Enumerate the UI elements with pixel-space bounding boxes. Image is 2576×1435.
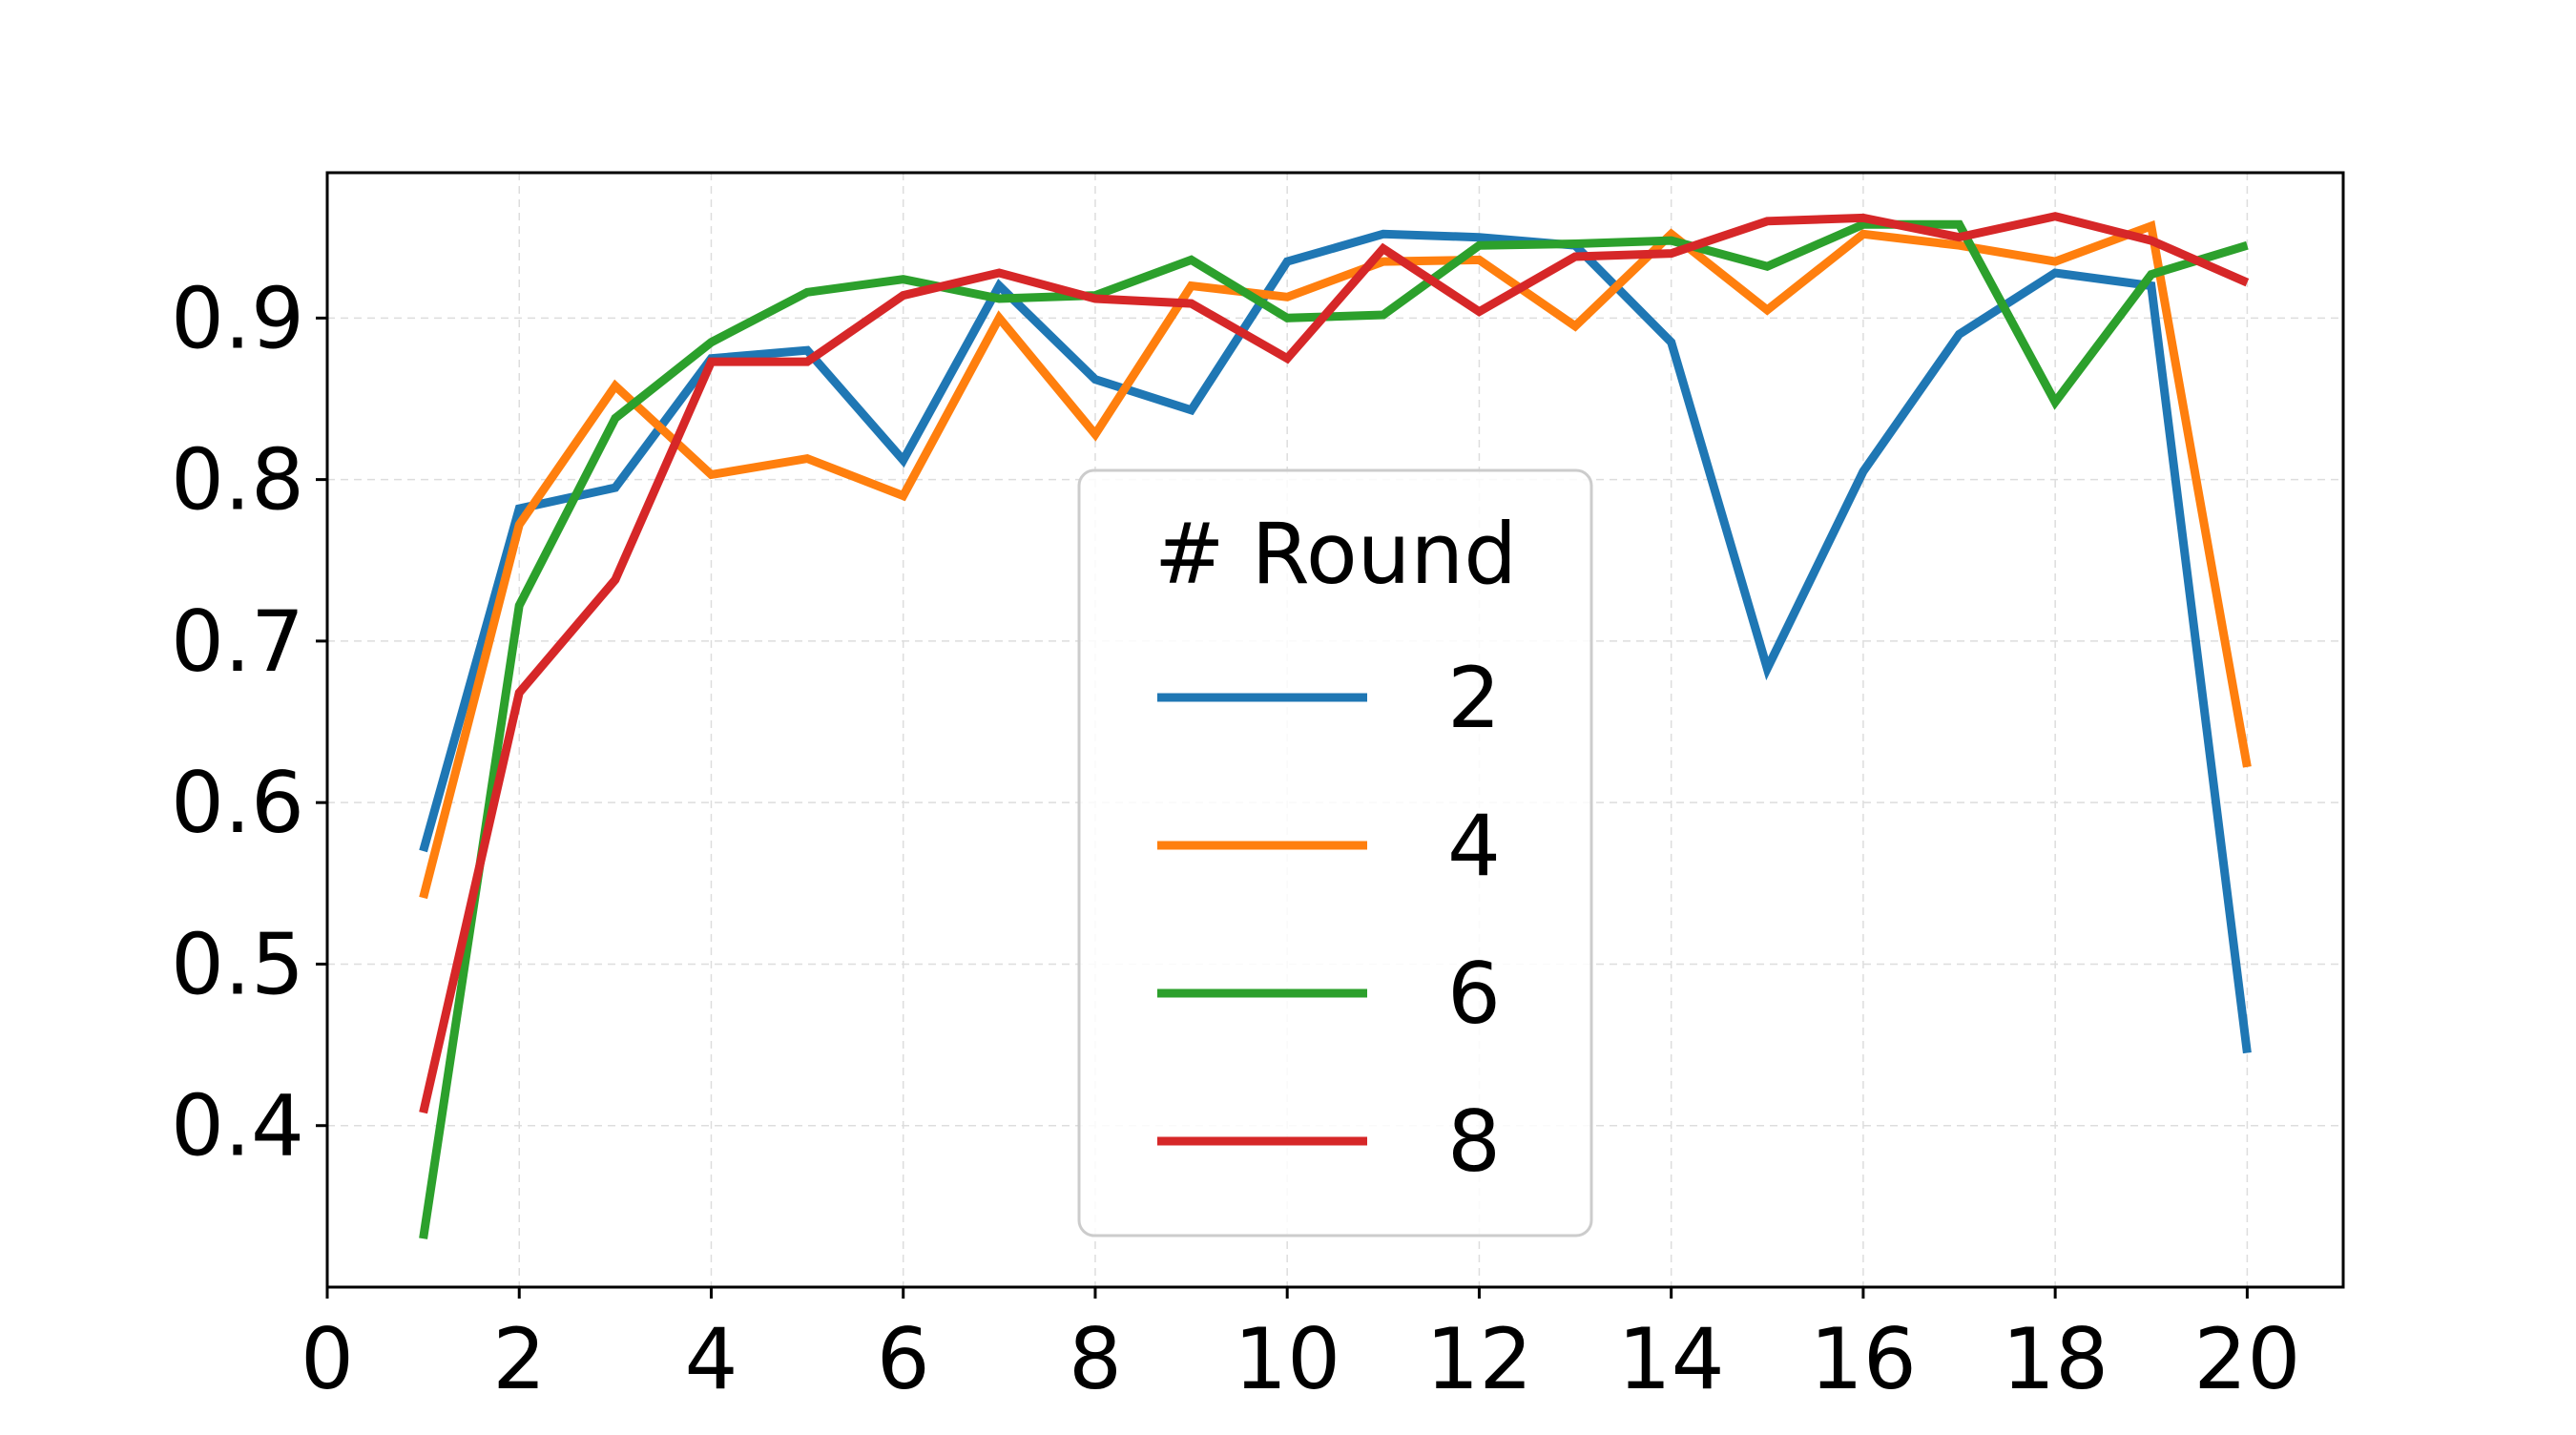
x-tick-label: 14 (1618, 1310, 1725, 1408)
legend-label-2: 2 (1447, 649, 1501, 747)
legend-label-6: 6 (1447, 945, 1501, 1043)
legend-title: # Round (1154, 505, 1517, 603)
x-tick-label: 16 (1810, 1310, 1917, 1408)
series-line-6 (419, 219, 2249, 1239)
x-tick-label: 8 (1069, 1310, 1122, 1408)
series-lines (419, 212, 2252, 1239)
y-tick-label: 0.4 (171, 1077, 304, 1175)
x-tick-label: 12 (1425, 1310, 1532, 1408)
y-tick-label: 0.7 (171, 593, 304, 691)
y-tick-label: 0.5 (171, 915, 304, 1013)
series-line-4 (419, 219, 2252, 900)
x-axis: 0 2 4 6 8 10 12 14 16 18 20 (301, 1287, 2300, 1408)
x-tick-label: 20 (2193, 1310, 2300, 1408)
x-tick-label: 6 (877, 1310, 930, 1408)
x-tick-label: 4 (684, 1310, 737, 1408)
x-tick-label: 2 (492, 1310, 546, 1408)
x-tick-label: 10 (1234, 1310, 1340, 1408)
plot-frame (325, 171, 2345, 1289)
legend-label-4: 4 (1447, 797, 1501, 895)
legend-entries: 2 4 6 8 (1157, 649, 1501, 1191)
x-tick-label: 18 (2002, 1310, 2109, 1408)
legend-box (1077, 468, 1593, 1237)
y-tick-label: 0.8 (171, 431, 304, 530)
y-tick-label: 0.6 (171, 754, 304, 852)
x-tick-label: 0 (301, 1310, 354, 1408)
legend-label-8: 8 (1447, 1092, 1501, 1191)
series-line-2 (419, 229, 2252, 1054)
y-tick-label: 0.9 (171, 269, 304, 367)
series-line-8 (419, 212, 2250, 1114)
legend: # Round 2 4 6 8 (1077, 468, 1593, 1237)
y-axis: 0.4 0.5 0.6 0.7 0.8 0.9 (171, 269, 327, 1175)
